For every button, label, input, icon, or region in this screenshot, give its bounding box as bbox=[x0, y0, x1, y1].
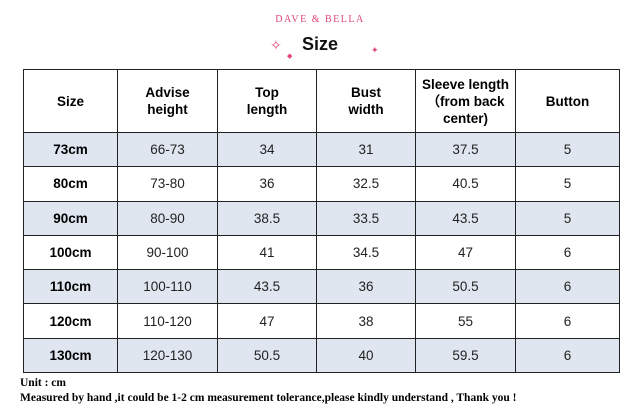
header-button: Button bbox=[515, 69, 620, 133]
table-cell: 41 bbox=[217, 234, 317, 271]
table-row: 90cm 80-90 38.5 33.5 43.5 5 bbox=[23, 200, 620, 236]
header-bust-width: Bust width bbox=[316, 69, 416, 133]
table-cell: 43.5 bbox=[217, 269, 317, 305]
table-cell: 110-120 bbox=[117, 303, 218, 339]
table-cell: 6 bbox=[515, 303, 620, 339]
table-cell: 66-73 bbox=[117, 131, 218, 168]
table-cell: 120-130 bbox=[117, 337, 218, 374]
table-cell: 40 bbox=[316, 337, 416, 374]
table-cell: 5 bbox=[515, 200, 620, 236]
table-row: 80cm 73-80 36 32.5 40.5 5 bbox=[23, 166, 620, 202]
table-cell: 34 bbox=[217, 131, 317, 168]
table-cell: 100-110 bbox=[117, 269, 218, 305]
header-row: Size Advise height Top length Bust width… bbox=[23, 69, 620, 133]
table-body: 73cm 66-73 34 31 37.5 5 80cm 73-80 36 32.5 40.5 5 90… bbox=[23, 131, 620, 374]
table-cell: 80-90 bbox=[117, 200, 218, 236]
unit-note: Unit : cm bbox=[20, 377, 66, 389]
table-cell: 5 bbox=[515, 166, 620, 202]
brand-logo-text: DAVE & BELLA bbox=[275, 14, 365, 25]
table-cell: 6 bbox=[515, 337, 620, 374]
size-cell: 80cm bbox=[23, 166, 118, 202]
sparkle-icon-small: ◆ bbox=[287, 52, 293, 60]
table-row: 110cm 100-110 43.5 36 50.5 6 bbox=[23, 269, 620, 305]
table-cell: 36 bbox=[316, 269, 416, 305]
title-row: Size bbox=[0, 34, 640, 55]
table-cell: 37.5 bbox=[415, 131, 516, 168]
table-cell: 38.5 bbox=[217, 200, 317, 236]
header-size: Size bbox=[23, 69, 118, 133]
table-cell: 6 bbox=[515, 234, 620, 271]
table-cell: 47 bbox=[217, 303, 317, 339]
table-cell: 43.5 bbox=[415, 200, 516, 236]
sparkle-icon: ✧ bbox=[270, 38, 282, 54]
page-title: Size bbox=[301, 34, 339, 54]
table-cell: 33.5 bbox=[316, 200, 416, 236]
table-cell: 38 bbox=[316, 303, 416, 339]
table-cell: 73-80 bbox=[117, 166, 218, 202]
table-cell: 47 bbox=[415, 234, 516, 271]
table-row: 100cm 90-100 41 34.5 47 6 bbox=[23, 234, 620, 271]
table-row: 73cm 66-73 34 31 37.5 5 bbox=[23, 131, 620, 168]
header-advise-height: Advise height bbox=[117, 69, 218, 133]
header-top-length: Top length bbox=[217, 69, 317, 133]
table-cell: 59.5 bbox=[415, 337, 516, 374]
table-cell: 34.5 bbox=[316, 234, 416, 271]
table-cell: 5 bbox=[515, 131, 620, 168]
size-cell: 100cm bbox=[23, 234, 118, 271]
table-cell: 50.5 bbox=[415, 269, 516, 305]
table-header: Size Advise height Top length Bust width… bbox=[23, 69, 620, 133]
table-cell: 6 bbox=[515, 269, 620, 305]
size-cell: 90cm bbox=[23, 200, 118, 236]
size-cell: 130cm bbox=[23, 337, 118, 374]
table-row: 120cm 110-120 47 38 55 6 bbox=[23, 303, 620, 339]
table-row: 130cm 120-130 50.5 40 59.5 6 bbox=[23, 337, 620, 374]
table-cell: 50.5 bbox=[217, 337, 317, 374]
size-cell: 73cm bbox=[23, 131, 118, 168]
size-cell: 110cm bbox=[23, 269, 118, 305]
table-cell: 55 bbox=[415, 303, 516, 339]
table-cell: 90-100 bbox=[117, 234, 218, 271]
table-cell: 31 bbox=[316, 131, 416, 168]
table-cell: 32.5 bbox=[316, 166, 416, 202]
measurement-note: Measured by hand ,it could be 1-2 cm mea… bbox=[20, 392, 517, 404]
sparkle-icon-right: ✦ bbox=[371, 46, 379, 56]
table-cell: 40.5 bbox=[415, 166, 516, 202]
size-chart-table: Size Advise height Top length Bust width… bbox=[23, 69, 620, 374]
header-sleeve-length: Sleeve length（from back center) bbox=[415, 69, 516, 133]
size-cell: 120cm bbox=[23, 303, 118, 339]
table-cell: 36 bbox=[217, 166, 317, 202]
